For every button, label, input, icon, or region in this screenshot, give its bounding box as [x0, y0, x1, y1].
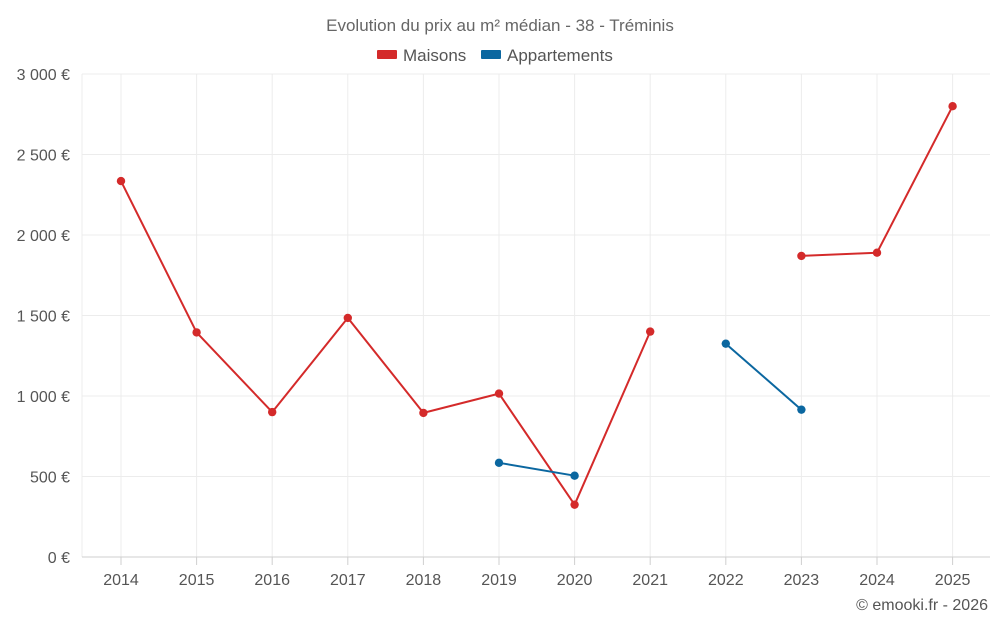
x-tick-label: 2023	[784, 572, 820, 589]
x-tick-label: 2024	[859, 572, 895, 589]
legend-item-maisons[interactable]: Maisons	[377, 46, 466, 65]
x-tick-label: 2025	[935, 572, 971, 589]
legend-label-appartements: Appartements	[507, 46, 613, 65]
data-point-maisons[interactable]	[872, 248, 882, 257]
legend-swatch-appartements	[481, 50, 501, 59]
y-tick-label: 2 000 €	[17, 228, 70, 245]
data-point-maisons[interactable]	[646, 327, 655, 336]
x-tick-label: 2019	[481, 572, 517, 589]
legend-label-maisons: Maisons	[403, 46, 466, 65]
y-tick-label: 500 €	[30, 470, 70, 487]
data-point-maisons[interactable]	[343, 313, 352, 323]
series-line-maisons	[120, 180, 652, 506]
y-tick-label: 2 500 €	[17, 148, 70, 165]
series-appartements	[494, 339, 806, 480]
data-point-appartements[interactable]	[797, 405, 806, 414]
data-point-appartements[interactable]	[570, 471, 579, 480]
legend-item-appartements[interactable]: Appartements	[481, 46, 613, 65]
data-point-maisons[interactable]	[948, 102, 957, 111]
x-tick-label: 2017	[330, 572, 366, 589]
series-line-appartements	[498, 461, 575, 477]
x-tick-label: 2021	[632, 572, 668, 589]
data-point-maisons[interactable]	[268, 407, 277, 417]
data-point-maisons[interactable]	[797, 251, 806, 261]
y-tick-label: 1 500 €	[17, 309, 70, 326]
x-tick-label: 2020	[557, 572, 593, 589]
series	[116, 102, 957, 509]
data-point-maisons[interactable]	[570, 500, 579, 509]
x-tick-label: 2014	[103, 572, 139, 589]
x-axis-ticks: 2014 2015 2016 2017 2018 2019 2020 2021 2022 2023…	[103, 557, 970, 589]
data-point-appartements[interactable]	[721, 339, 730, 348]
y-tick-label: 1 000 €	[17, 389, 70, 406]
data-point-maisons[interactable]	[116, 176, 126, 186]
x-tick-label: 2016	[254, 572, 290, 589]
legend: Maisons Appartements	[377, 46, 613, 65]
y-tick-label: 0 €	[48, 550, 70, 567]
grid	[81, 73, 990, 558]
data-point-maisons[interactable]	[494, 389, 504, 398]
series-maisons	[116, 102, 957, 509]
x-tick-label: 2018	[406, 572, 442, 589]
data-point-maisons[interactable]	[192, 328, 201, 337]
x-tick-label: 2015	[179, 572, 215, 589]
credit: © emooki.fr - 2026	[856, 597, 988, 614]
chart-title: Evolution du prix au m² médian - 38 - Tr…	[326, 16, 674, 35]
y-tick-label: 3 000 €	[17, 67, 70, 84]
data-point-maisons[interactable]	[419, 408, 428, 418]
data-point-appartements[interactable]	[494, 458, 504, 468]
x-tick-label: 2022	[708, 572, 744, 589]
y-axis-ticks: 0 € 500 € 1 000 € 1 500 € 2 000 € 2 500 € 3 00…	[17, 67, 70, 567]
series-line-appartements	[725, 342, 803, 411]
legend-swatch-maisons	[377, 50, 397, 59]
